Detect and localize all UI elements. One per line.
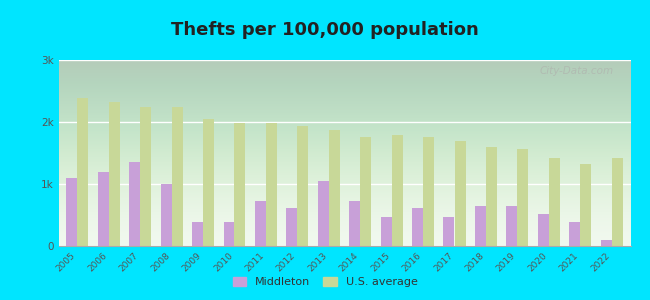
Bar: [129, 162, 140, 246]
Bar: [140, 106, 151, 246]
Bar: [443, 217, 454, 246]
Bar: [475, 206, 486, 246]
Bar: [266, 123, 277, 246]
Bar: [224, 222, 235, 246]
Bar: [360, 137, 371, 246]
Bar: [580, 164, 592, 246]
Legend: Middleton, U.S. average: Middleton, U.S. average: [228, 272, 422, 291]
Bar: [329, 130, 340, 246]
Bar: [506, 206, 517, 246]
Bar: [192, 222, 203, 246]
Bar: [255, 201, 266, 246]
Bar: [235, 123, 246, 246]
Bar: [349, 201, 360, 246]
Bar: [203, 119, 214, 246]
Bar: [109, 101, 120, 246]
Bar: [172, 106, 183, 246]
Bar: [297, 126, 308, 246]
Bar: [318, 181, 329, 246]
Bar: [66, 178, 77, 246]
Bar: [486, 147, 497, 246]
Bar: [549, 158, 560, 246]
Text: City-Data.com: City-Data.com: [540, 66, 614, 76]
Bar: [454, 141, 465, 246]
Bar: [77, 98, 88, 246]
Bar: [98, 172, 109, 246]
Bar: [381, 217, 392, 246]
Bar: [392, 135, 402, 246]
Bar: [412, 208, 423, 246]
Bar: [538, 214, 549, 246]
Bar: [569, 222, 580, 246]
Text: Thefts per 100,000 population: Thefts per 100,000 population: [171, 21, 479, 39]
Bar: [601, 240, 612, 246]
Bar: [612, 158, 623, 246]
Bar: [287, 208, 297, 246]
Bar: [517, 149, 528, 246]
Bar: [161, 184, 172, 246]
Bar: [423, 137, 434, 246]
